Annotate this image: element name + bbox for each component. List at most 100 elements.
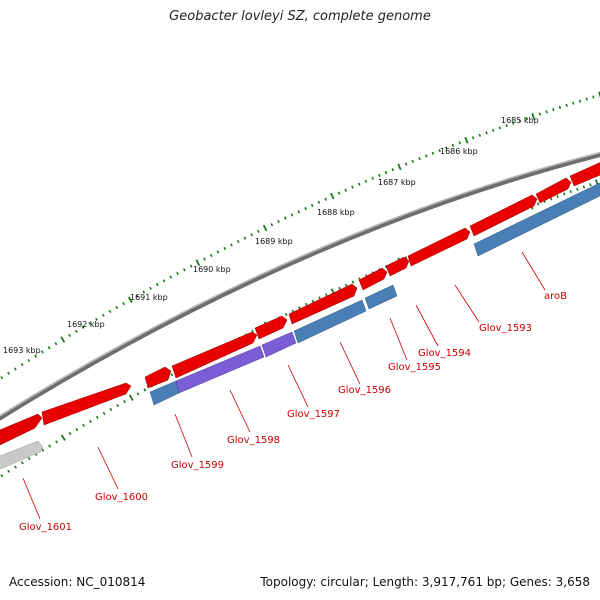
inner-tick-minor: [582, 185, 586, 189]
gene-glov-1601[interactable]: [0, 440, 44, 470]
gene-glov-1597-fwd[interactable]: [254, 315, 288, 340]
outer-tick-minor: [471, 136, 475, 140]
inner-tick-minor: [116, 403, 120, 408]
outer-tick-minor: [135, 294, 139, 298]
outer-tick-minor: [371, 176, 374, 180]
scale-label: 1692 kbp: [67, 320, 105, 329]
outer-tick-minor: [27, 358, 31, 363]
outer-tick-minor: [250, 233, 254, 237]
outer-tick-minor: [451, 143, 455, 147]
inner-tick-minor: [20, 461, 24, 465]
genome-summary-text: Topology: circular; Length: 3,917,761 bp…: [260, 575, 590, 589]
gene-glov-1595-fwd[interactable]: [358, 267, 388, 291]
outer-tick-minor: [378, 173, 381, 178]
outer-tick-major: [60, 336, 66, 343]
outer-tick-minor: [310, 203, 314, 208]
outer-tick-minor: [317, 200, 321, 204]
gene-forward-6[interactable]: [569, 158, 600, 187]
gene-label-glov-1597[interactable]: Glov_1597: [287, 409, 340, 420]
outer-tick-minor: [277, 219, 280, 224]
gene-label-arob[interactable]: aroB: [544, 291, 567, 302]
outer-tick-minor: [108, 309, 112, 314]
scale-label: 1690 kbp: [193, 265, 231, 274]
inner-tick-minor: [14, 465, 17, 469]
gene-glov-1594-fwd[interactable]: [385, 256, 410, 277]
scale-label: 1691 kbp: [130, 293, 168, 302]
gene-label-glov-1595[interactable]: Glov_1595: [388, 362, 441, 373]
outer-tick-minor: [20, 363, 24, 367]
gene-forward[interactable]: [0, 413, 43, 446]
outer-tick-minor: [169, 275, 173, 279]
outer-tick-minor: [592, 95, 595, 99]
gene-label-glov-1596[interactable]: Glov_1596: [338, 385, 391, 396]
inner-tick-minor: [143, 388, 147, 392]
scale-label: 1689 kbp: [255, 237, 293, 246]
inner-tick-minor: [75, 427, 79, 432]
gene-label-glov-1599[interactable]: Glov_1599: [171, 460, 224, 471]
outer-tick-minor: [357, 182, 361, 186]
inner-tick-minor: [136, 392, 140, 396]
outer-tick-minor: [512, 121, 515, 125]
outer-tick-minor: [122, 301, 125, 306]
inner-tick-minor: [123, 399, 126, 404]
outer-tick-minor: [491, 128, 495, 132]
outer-tick-minor: [41, 350, 44, 354]
outer-tick-minor: [182, 268, 186, 272]
inner-tick-minor: [41, 448, 45, 452]
inner-tick-minor: [284, 312, 288, 317]
inner-tick-minor: [170, 373, 174, 377]
gene-label-glov-1594[interactable]: Glov_1594: [418, 348, 471, 359]
inner-tick-minor: [351, 280, 355, 284]
scale-label: 1687 kbp: [378, 178, 416, 187]
outer-tick-minor: [578, 99, 582, 103]
gene-forward-5[interactable]: [535, 177, 572, 204]
gene-label-glov-1593[interactable]: Glov_1593: [479, 323, 532, 334]
outer-tick-minor: [364, 179, 368, 183]
outer-tick-minor: [216, 250, 220, 254]
gene-glov-1599-fwd[interactable]: [144, 366, 172, 389]
outer-tick-major: [195, 259, 201, 266]
outer-scale-ticks: [0, 91, 600, 380]
gene-arob-fwd[interactable]: [469, 194, 538, 237]
gene-glov-1598[interactable]: [175, 345, 265, 394]
outer-tick-minor: [101, 313, 105, 317]
outer-tick-major: [330, 192, 335, 200]
inner-tick-minor: [344, 283, 348, 287]
outer-tick-minor: [525, 117, 528, 121]
outer-tick-minor: [384, 170, 388, 175]
outer-tick-minor: [324, 197, 327, 201]
outer-tick-minor: [209, 253, 213, 258]
gene-glov-1598-fwd[interactable]: [171, 331, 258, 379]
inner-tick-minor: [311, 299, 315, 303]
outer-tick-minor: [505, 124, 508, 128]
gene-glov-1596[interactable]: [293, 299, 367, 344]
gene-glov-1600[interactable]: [41, 382, 132, 426]
outer-tick-minor: [34, 354, 38, 358]
inner-tick-minor: [318, 296, 321, 300]
outer-tick-minor: [115, 305, 119, 310]
outer-tick-minor: [445, 146, 448, 150]
inner-tick-minor: [569, 190, 573, 194]
gene-labels: aroB Glov_1593 Glov_1594 Glov_1595 Glov_…: [19, 291, 567, 533]
outer-tick-minor: [54, 342, 58, 346]
gene-glov-1593-fwd[interactable]: [407, 227, 471, 267]
gene-label-glov-1601[interactable]: Glov_1601: [19, 522, 72, 533]
inner-tick-minor: [589, 183, 592, 187]
gene-label-glov-1598[interactable]: Glov_1598: [227, 435, 280, 446]
gene-arob[interactable]: [473, 178, 600, 257]
gene-glov-1596-fwd[interactable]: [288, 283, 358, 325]
inner-tick-minor: [576, 187, 579, 191]
outer-tick-minor: [270, 223, 274, 227]
inner-tick-minor: [251, 329, 255, 334]
outer-tick-minor: [176, 271, 179, 276]
scale-label: 1685 kbp: [501, 116, 539, 125]
gene-glov-1597[interactable]: [261, 331, 297, 358]
gene-glov-1595[interactable]: [364, 284, 398, 310]
outer-tick-major: [127, 296, 133, 303]
outer-tick-minor: [351, 185, 354, 189]
gene-label-glov-1600[interactable]: Glov_1600: [95, 492, 148, 503]
outer-tick-minor: [498, 126, 502, 130]
outer-tick-minor: [203, 257, 206, 261]
inner-tick-minor: [82, 423, 86, 428]
inner-tick-minor: [102, 411, 106, 416]
